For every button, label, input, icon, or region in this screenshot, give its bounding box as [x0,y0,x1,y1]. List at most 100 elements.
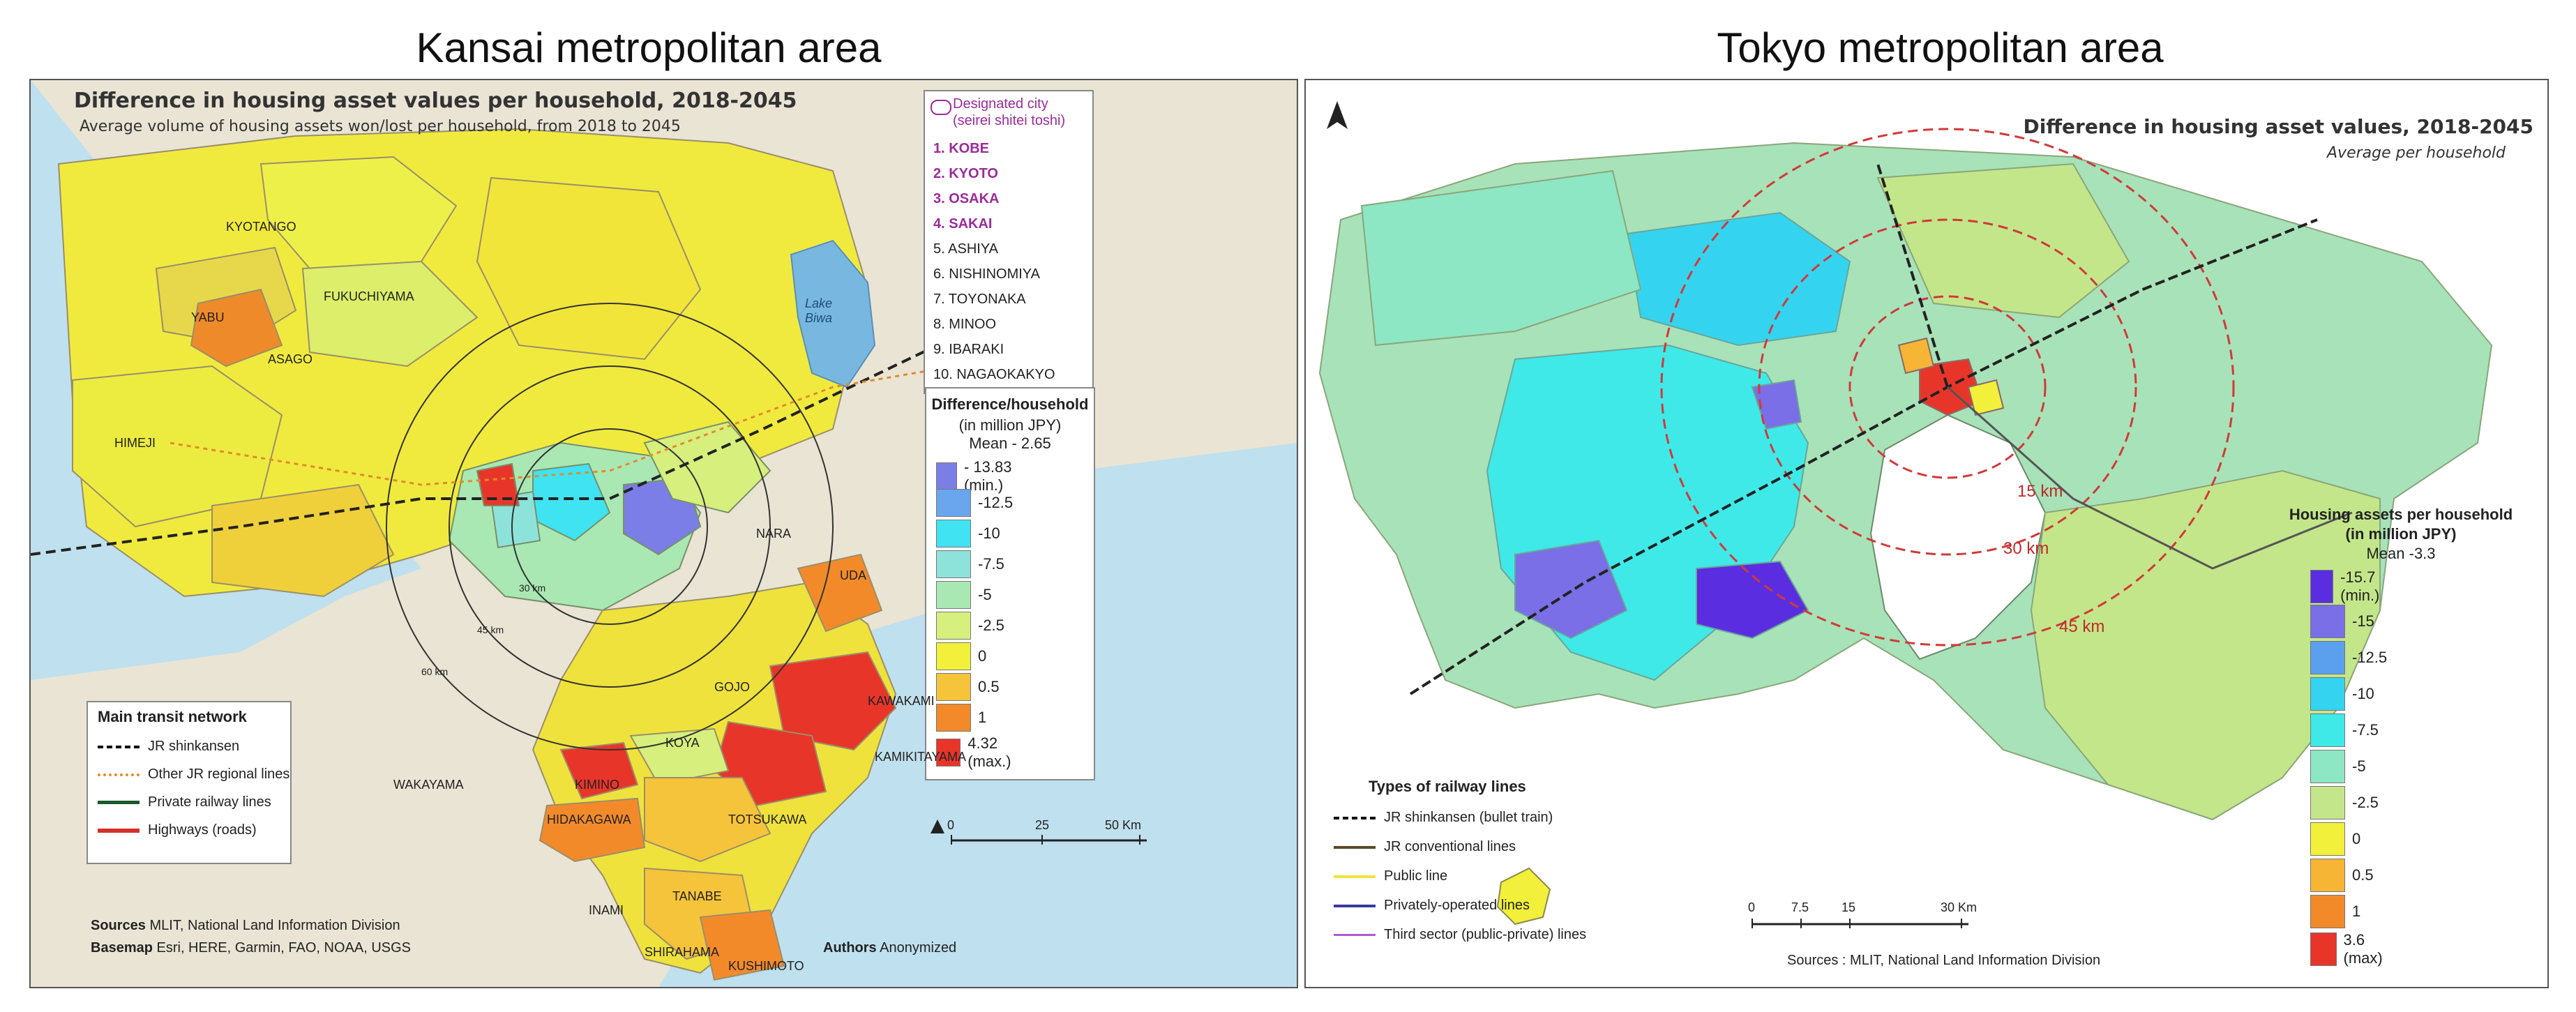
railway-title: Types of railway lines [1369,778,1526,795]
legend-swatch [936,704,971,732]
tokyo-panel-title: Tokyo metropolitan area [1717,24,2164,71]
north-arrow-icon [931,820,944,833]
railway-private: Privately-operated lines [1334,898,1530,914]
legend-swatch [2310,859,2345,892]
legend-row: 0.5 [2310,859,2374,892]
legend-row: -5 [2310,750,2366,783]
legend-label: -2.5 [978,617,1004,634]
ring-label-45: 45 km [477,624,504,635]
ring-label-60: 60 km [421,666,449,677]
legend-label: -15 [2352,612,2374,630]
city-list-item: 2. KYOTO [933,166,998,181]
kansai-map-subtitle: Average volume of housing assets won/los… [80,118,681,135]
legend-title: Housing assets per household [2289,506,2513,523]
authors-label: Authors [823,940,877,956]
scale-7-5: 7.5 [1791,900,1809,914]
railway-shinkansen: JR shinkansen (bullet train) [1334,810,1553,826]
place-label: KUSHIMOTO [728,959,804,973]
tokyo-map-title: Difference in housing asset values, 2018… [2023,115,2534,138]
kansai-basemap: Basemap Esri, HERE, Garmin, FAO, NOAA, U… [91,939,411,956]
legend-swatch [936,520,971,547]
legend-label: 0 [2352,830,2361,847]
tokyo-scale-bar: 0 7.5 15 30 Km [1745,896,1982,945]
place-label: INAMI [589,903,624,917]
place-label: KAWAKAMI [868,694,935,708]
basemap-text: Esri, HERE, Garmin, FAO, NOAA, USGS [156,940,412,956]
central-tokyo [1919,358,1984,416]
scale-0: 0 [1748,900,1756,914]
kansai-sources: Sources MLIT, National Land Information … [91,917,400,934]
legend-swatch [2310,932,2337,966]
legend-label: -12.5 [2352,649,2388,666]
legend-swatch [936,612,971,640]
transit-jr-regional: Other JR regional lines [98,766,289,783]
designated-city-title: Designated city (seirei shitei toshi) [953,96,1066,128]
place-label: NARA [756,527,792,541]
railway-public: Public line [1334,868,1447,884]
kansai-value-legend: Difference/household (in million JPY) Me… [925,387,1095,780]
transit-item-label: Highways (roads) [148,822,257,838]
place-label: KOYA [665,736,700,750]
legend-swatch [2310,570,2334,603]
legend-swatch [936,462,957,490]
legend-label: -2.5 [2352,794,2379,811]
legend-row: -15 [2310,605,2374,638]
transit-title: Main transit network [98,708,247,725]
scale-50: 50 Km [1105,818,1142,832]
place-label: UDA [840,568,867,582]
city-list-item: 7. TOYONAKA [933,292,1026,307]
transit-item-label: Other JR regional lines [148,766,290,782]
legend-row: -5 [936,581,992,609]
place-label: KIMINO [575,778,620,792]
hidakagawa-region [538,797,646,863]
legend-label: -7.5 [2352,721,2379,739]
legend-row: 3.6 (max) [2310,931,2391,967]
kansai-scale-bar: 0 25 50 Km [924,813,1154,861]
place-label: FUKUCHIYAMA [324,289,414,303]
place-label: YABU [191,310,225,324]
legend-swatch [2310,641,2345,674]
legend-row: 0.5 [936,673,1000,701]
legend-row: -2.5 [936,612,1004,640]
tokyo-shinkansen-line [1409,218,2318,695]
transit-item-label: Private railway lines [148,794,271,810]
railway-jr-conventional: JR conventional lines [1334,839,1516,855]
legend-label: -12.5 [978,494,1014,511]
designated-city-swatch [931,100,951,115]
legend-swatch [936,673,971,701]
legend-row: 1 [2310,895,2360,928]
legend-swatch [2310,605,2345,638]
tokyo-value-legend: Housing assets per household (in million… [2268,506,2533,980]
legend-mean: Mean - 2.65 [969,435,1051,452]
transit-shinkansen: JR shinkansen [98,739,239,755]
place-label: HIMEJI [114,436,156,450]
legend-swatch [936,550,971,578]
tokyo-bay [1869,414,2047,660]
legend-row: 0 [2310,822,2360,856]
legend-row: -15.7 (min.) [2310,568,2391,605]
place-label: WAKAYAMA [393,778,464,792]
kimino-region [559,741,639,800]
city-list-item: 3. OSAKA [933,191,1000,206]
scale-15: 15 [1841,900,1856,914]
legend-label: 0.5 [2352,866,2374,884]
legend-label: -5 [978,586,992,603]
legend-label: -7.5 [978,555,1004,573]
tokyo-sources: Sources : MLIT, National Land Informatio… [1787,953,2101,968]
legend-row: -12.5 [2310,641,2387,674]
ring-label-45: 45 km [2059,617,2105,636]
legend-row: -2.5 [2310,786,2379,820]
cities-legend-box: Designated city (seirei shitei toshi) 1.… [924,90,1094,394]
legend-label: 0 [978,647,987,665]
legend-swatch [936,581,971,609]
legend-row: -12.5 [936,489,1013,517]
ring-label-30: 30 km [2003,539,2049,558]
place-label: TOTSUKAWA [728,813,807,826]
transit-item-label: JR shinkansen [148,739,240,754]
legend-label: 1 [2352,903,2361,920]
legend-row: 0 [936,642,986,670]
place-label: KAMIKITAYAMA [875,750,967,764]
legend-title: Difference/household [931,395,1089,413]
lake-biwa-label: Lake Biwa [805,296,833,325]
legend-label: 4.32 (max.) [967,734,1011,770]
